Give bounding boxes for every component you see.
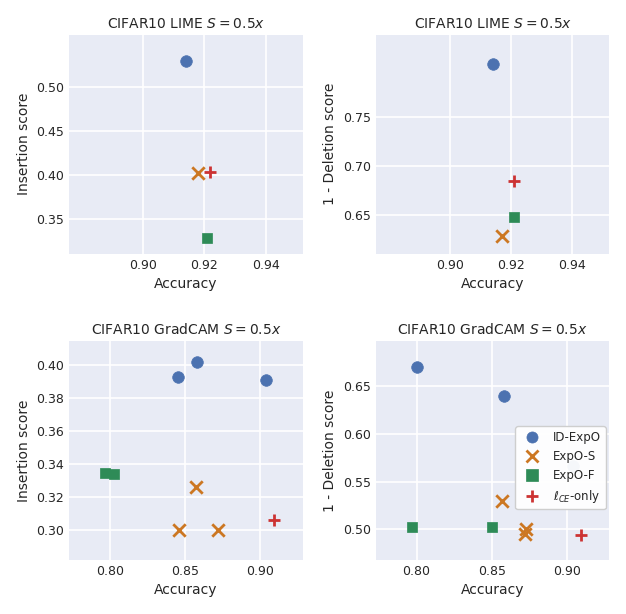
Point: [110, 469, 120, 479]
Point: [407, 522, 417, 532]
Point: [100, 468, 110, 478]
Point: [499, 391, 509, 401]
Point: [193, 168, 203, 178]
Title: CIFAR10 GradCAM $S = 0.5x$: CIFAR10 GradCAM $S = 0.5x$: [91, 322, 281, 336]
X-axis label: Accuracy: Accuracy: [461, 583, 525, 597]
Point: [497, 231, 507, 241]
Y-axis label: Insertion score: Insertion score: [17, 399, 31, 502]
Point: [498, 496, 508, 506]
Y-axis label: 1 - Deletion score: 1 - Deletion score: [324, 83, 337, 206]
X-axis label: Accuracy: Accuracy: [154, 583, 218, 597]
Point: [520, 529, 530, 539]
Point: [174, 526, 184, 535]
Point: [521, 524, 531, 534]
Point: [205, 168, 215, 177]
Point: [576, 530, 586, 540]
Y-axis label: 1 - Deletion score: 1 - Deletion score: [324, 389, 337, 511]
Point: [202, 233, 212, 243]
Point: [181, 56, 191, 66]
Point: [262, 375, 272, 385]
X-axis label: Accuracy: Accuracy: [154, 278, 218, 291]
Point: [173, 372, 183, 382]
Legend: ID-ExpO, ExpO-S, ExpO-F, $\ell_{CE}$-only: ID-ExpO, ExpO-S, ExpO-F, $\ell_{CE}$-onl…: [515, 426, 606, 510]
Point: [487, 522, 497, 532]
Point: [488, 59, 498, 69]
Point: [411, 362, 421, 372]
Y-axis label: Insertion score: Insertion score: [17, 93, 31, 195]
Point: [192, 357, 202, 367]
Point: [213, 526, 223, 535]
X-axis label: Accuracy: Accuracy: [461, 278, 525, 291]
Title: CIFAR10 GradCAM $S = 0.5x$: CIFAR10 GradCAM $S = 0.5x$: [398, 322, 588, 336]
Point: [509, 176, 519, 185]
Point: [509, 212, 519, 222]
Point: [191, 483, 201, 492]
Point: [568, 460, 578, 470]
Title: CIFAR10 LIME $S = 0.5x$: CIFAR10 LIME $S = 0.5x$: [107, 17, 265, 31]
Title: CIFAR10 LIME $S = 0.5x$: CIFAR10 LIME $S = 0.5x$: [414, 17, 572, 31]
Point: [269, 515, 279, 525]
